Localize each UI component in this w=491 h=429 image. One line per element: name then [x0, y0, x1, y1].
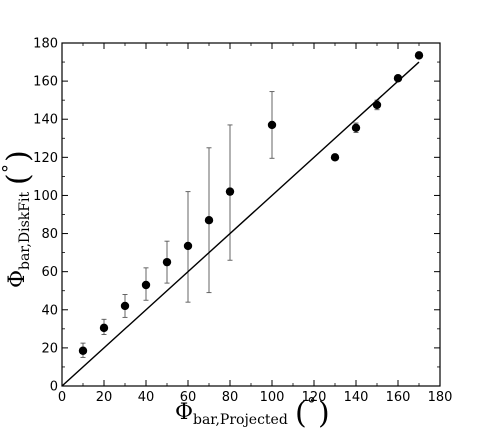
- x-tick-label: 40: [138, 390, 155, 405]
- y-tick-label: 100: [33, 189, 58, 204]
- x-tick-label: 180: [428, 390, 453, 405]
- x-tick-label: 80: [222, 390, 239, 405]
- data-point: [78, 346, 88, 355]
- x-axis-unit: °: [307, 394, 316, 415]
- y-axis-unit-open: (: [1, 173, 36, 185]
- plot-area: [61, 51, 424, 387]
- y-tick-label: 20: [41, 341, 58, 356]
- data-point: [267, 120, 277, 130]
- data-point: [204, 216, 214, 225]
- y-tick-label: 160: [33, 75, 58, 90]
- x-axis-symbol: Φ: [175, 400, 193, 425]
- y-tick-label: 120: [33, 151, 58, 166]
- y-axis-unit: °: [0, 164, 20, 173]
- y-tick-label: 180: [33, 37, 58, 52]
- y-axis-subscript: bar,DiskFit: [17, 192, 33, 270]
- y-tick-label: 0: [50, 380, 58, 395]
- data-point: [120, 301, 130, 311]
- y-tick-label: 40: [41, 303, 58, 318]
- data-point: [99, 323, 109, 333]
- data-point: [141, 280, 151, 290]
- data-point: [183, 241, 193, 251]
- x-tick-label: 100: [260, 390, 285, 405]
- x-axis-subscript: bar,Projected: [193, 412, 288, 428]
- data-point: [351, 123, 361, 132]
- data-point: [393, 74, 403, 83]
- reference-line: [61, 61, 420, 387]
- data-point: [330, 153, 340, 162]
- x-tick-label: 120: [302, 390, 327, 405]
- axes: 0 20 40 60 80 100 120 140 160 180 0 20 40 60 80 100 120 1…: [33, 37, 452, 406]
- y-axis-symbol: Φ: [5, 270, 30, 288]
- x-tick-label: 140: [344, 390, 369, 405]
- y-tick-label: 140: [33, 113, 58, 128]
- data-point: [414, 51, 424, 60]
- x-tick-label: 20: [96, 390, 113, 405]
- data-point: [225, 187, 235, 196]
- x-axis-unit-close: ): [318, 396, 330, 429]
- y-tick-label: 80: [41, 227, 58, 242]
- x-tick-label: 160: [386, 390, 411, 405]
- x-tick-label: 0: [58, 390, 66, 405]
- y-axis-unit-close: ): [1, 150, 36, 162]
- data-point: [162, 257, 172, 267]
- x-axis-unit-open: (: [295, 396, 307, 429]
- x-tick-label: 60: [180, 390, 197, 405]
- y-tick-label: 60: [41, 265, 58, 280]
